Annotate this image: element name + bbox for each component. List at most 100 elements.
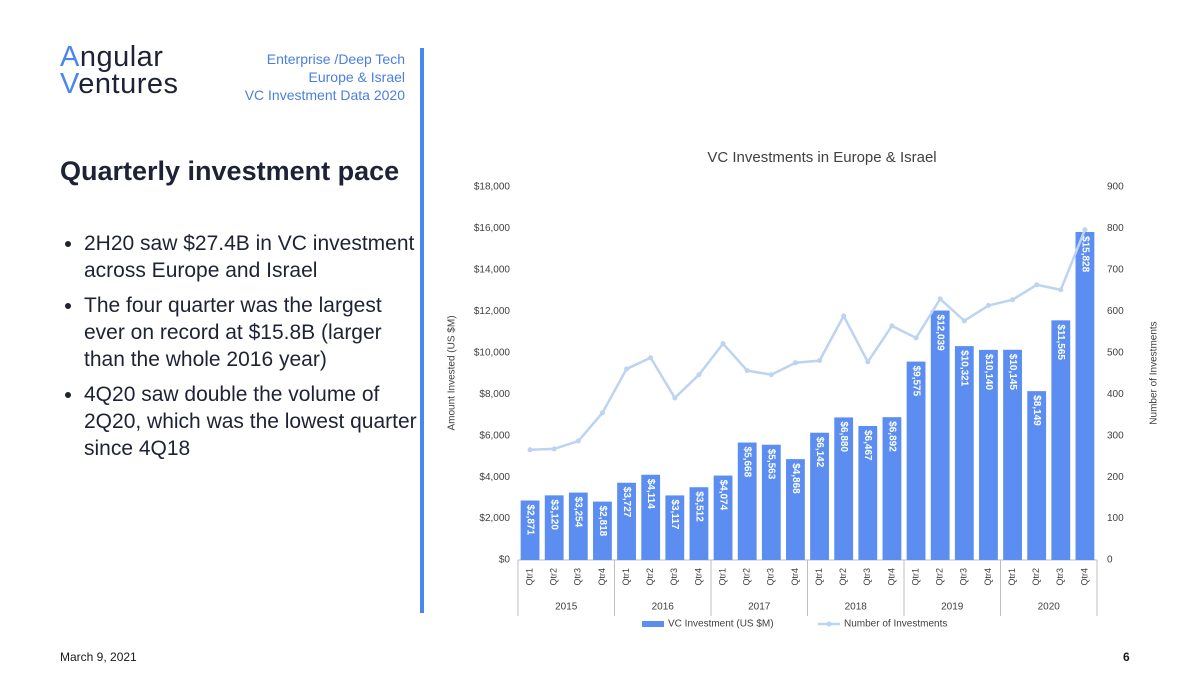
- line-marker: [985, 303, 991, 309]
- bar: [1075, 232, 1095, 560]
- y-tick-label: $14,000: [474, 265, 511, 276]
- line-marker: [551, 446, 557, 452]
- line-marker: [1010, 297, 1016, 303]
- legend-swatch: [642, 621, 664, 627]
- value-label: $11,565: [1055, 324, 1066, 360]
- value-label: $10,321: [959, 350, 970, 387]
- value-label: $9,575: [910, 366, 921, 397]
- bullet-list: 2H20 saw $27.4B in VC investment across …: [60, 230, 424, 470]
- bar: [1027, 391, 1047, 560]
- legend-label: Number of Investments: [844, 619, 947, 630]
- year-label: 2018: [845, 602, 868, 613]
- year-label: 2015: [555, 602, 578, 613]
- y2-tick-label: 400: [1107, 389, 1124, 400]
- x-tick-label: Qtr3: [573, 568, 583, 586]
- page-number: 6: [1123, 650, 1130, 664]
- header-line: Enterprise /Deep Tech: [266, 51, 405, 67]
- x-tick-label: Qtr4: [886, 568, 896, 586]
- y2-tick-label: 500: [1107, 347, 1124, 358]
- logo: Angular Ventures: [60, 41, 178, 99]
- value-label: $3,727: [621, 487, 632, 518]
- value-label: $6,142: [814, 437, 825, 468]
- y-tick-label: $2,000: [479, 513, 510, 524]
- x-tick-label: Qtr1: [814, 568, 824, 586]
- value-label: $15,828: [1079, 236, 1090, 273]
- footer-date: March 9, 2021: [60, 650, 137, 664]
- line-marker: [865, 359, 871, 365]
- line-marker: [1058, 287, 1064, 293]
- bullet: 4Q20 saw double the volume of 2Q20, whic…: [84, 381, 424, 462]
- line-marker: [648, 355, 654, 361]
- bar: [1051, 320, 1071, 560]
- heading: Quarterly investment pace: [60, 156, 400, 186]
- x-tick-label: Qtr1: [910, 568, 920, 586]
- year-label: 2020: [1038, 602, 1061, 613]
- x-tick-label: Qtr4: [1079, 568, 1089, 586]
- line-marker: [817, 358, 823, 364]
- bar: [834, 417, 854, 560]
- y2-tick-label: 800: [1107, 223, 1124, 234]
- x-tick-label: Qtr1: [524, 568, 534, 586]
- year-label: 2017: [748, 602, 771, 613]
- value-label: $10,145: [1007, 354, 1018, 391]
- line-marker: [527, 447, 533, 453]
- bar: [568, 492, 588, 560]
- value-label: $3,254: [573, 497, 584, 528]
- x-tick-label: Qtr1: [717, 568, 727, 586]
- x-tick-label: Qtr4: [597, 568, 607, 586]
- x-tick-label: Qtr4: [790, 568, 800, 586]
- bar: [858, 425, 878, 560]
- bar: [689, 487, 709, 560]
- y-tick-label: $4,000: [479, 472, 510, 483]
- line-marker: [961, 318, 967, 324]
- bullet: The four quarter was the largest ever on…: [84, 292, 424, 373]
- y2-tick-label: 700: [1107, 265, 1124, 276]
- bar: [954, 346, 974, 560]
- bar: [882, 417, 902, 560]
- y2-axis-title: Number of Investments: [1149, 321, 1160, 424]
- y-tick-label: $10,000: [474, 347, 511, 358]
- line-marker: [575, 438, 581, 444]
- line-marker: [720, 341, 726, 347]
- value-label: $6,467: [862, 430, 873, 461]
- y-tick-label: $18,000: [474, 182, 511, 193]
- x-tick-label: Qtr2: [742, 568, 752, 586]
- x-tick-label: Qtr1: [621, 568, 631, 586]
- logo-line: Angular: [60, 41, 164, 73]
- line-marker: [792, 360, 798, 366]
- line-marker: [841, 313, 847, 319]
- value-label: $4,114: [645, 479, 656, 509]
- line-marker: [672, 395, 678, 401]
- bar: [641, 474, 661, 560]
- line-marker: [937, 296, 943, 302]
- line: [530, 229, 1087, 452]
- x-tick-label: Qtr1: [1007, 568, 1017, 586]
- value-label: $12,039: [935, 315, 946, 352]
- legend-swatch: [826, 621, 832, 627]
- value-label: $2,818: [597, 506, 608, 537]
- year-label: 2019: [941, 602, 964, 613]
- value-label: $3,117: [669, 499, 680, 529]
- value-label: $2,871: [524, 505, 535, 536]
- y-tick-label: $8,000: [479, 389, 510, 400]
- header: Enterprise /Deep Tech Europe & Israel VC…: [245, 50, 405, 104]
- value-label: $4,868: [790, 463, 801, 494]
- y-tick-label: $16,000: [474, 223, 511, 234]
- bar: [665, 495, 685, 560]
- y2-tick-label: 100: [1107, 513, 1124, 524]
- legend-label: VC Investment (US $M): [668, 619, 774, 630]
- value-label: $6,880: [838, 421, 849, 452]
- value-label: $4,074: [717, 480, 728, 511]
- header-line: Europe & Israel: [308, 69, 406, 85]
- x-tick-label: Qtr3: [862, 568, 872, 586]
- x-tick-label: Qtr4: [983, 568, 993, 586]
- x-tick-label: Qtr2: [1031, 568, 1041, 586]
- value-label: $8,149: [1031, 395, 1042, 426]
- bar: [544, 495, 564, 560]
- x-tick-label: Qtr2: [935, 568, 945, 586]
- header-line: VC Investment Data 2020: [244, 87, 405, 103]
- y-tick-label: $0: [499, 555, 511, 566]
- bar: [737, 442, 757, 560]
- line-marker: [744, 368, 750, 374]
